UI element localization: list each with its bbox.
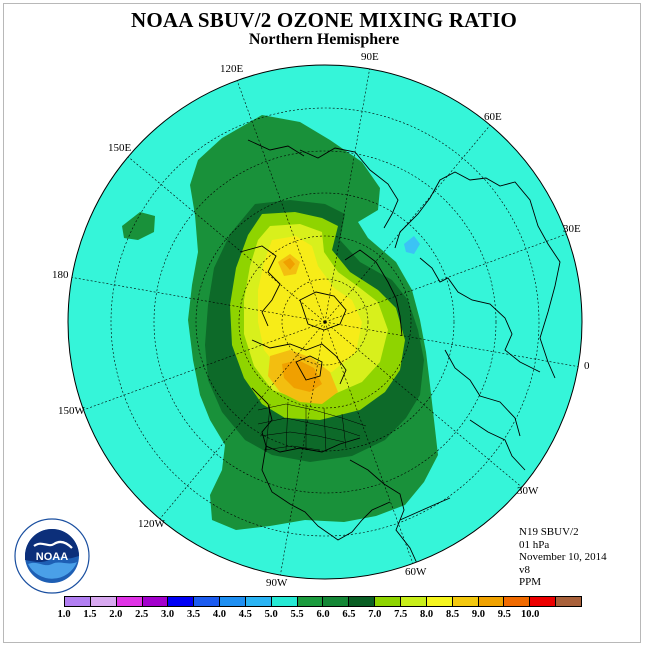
legend-tick-label: 7.5 xyxy=(394,609,408,620)
legend-ticks: 1.0 1.5 2.0 2.5 3.0 3.5 4.0 4.5 5.0 5.5 6.0 6.5 7.0 7… xyxy=(57,609,582,623)
lon-label-120w: 120W xyxy=(138,518,165,530)
legend-swatch xyxy=(530,597,557,606)
info-block: N19 SBUV/2 01 hPa November 10, 2014 v8 P… xyxy=(519,526,607,589)
legend-tick-label: 3.0 xyxy=(161,609,175,620)
meridian-line xyxy=(71,277,326,323)
logo-text: NOAA xyxy=(36,551,68,563)
meridian-line xyxy=(236,80,326,323)
map-boundary xyxy=(67,64,583,580)
legend-swatch xyxy=(245,597,272,606)
meridian-line xyxy=(324,68,370,323)
legend-tick-label: 9.5 xyxy=(497,609,511,620)
meridian-line xyxy=(127,156,326,323)
legend-tick-label: 5.5 xyxy=(290,609,304,620)
legend-tick-label: 6.5 xyxy=(342,609,356,620)
legend-swatch xyxy=(375,597,401,606)
legend-swatch xyxy=(194,597,221,606)
legend-tick-label: 8.5 xyxy=(445,609,460,620)
meridian-line xyxy=(324,321,414,564)
legend-tick-label: 7.0 xyxy=(368,609,382,620)
legend-tick-label: 3.5 xyxy=(186,609,201,620)
legend-swatch xyxy=(220,597,246,606)
legend-swatch xyxy=(478,597,505,606)
lon-label-30w: 30W xyxy=(517,485,539,497)
legend-swatch xyxy=(452,597,479,606)
us-grid xyxy=(257,401,367,453)
lon-label-90e: 90E xyxy=(361,51,379,63)
legend-tick-label: 1.0 xyxy=(57,609,71,620)
chart-subtitle: Northern Hemisphere xyxy=(248,31,400,48)
legend-swatch xyxy=(323,597,350,606)
legend-swatch xyxy=(400,597,427,606)
meridian-line xyxy=(324,321,579,367)
legend-swatch xyxy=(116,597,143,606)
units-label: PPM xyxy=(519,576,542,589)
lon-label-90w: 90W xyxy=(266,577,288,589)
date-label: November 10, 2014 xyxy=(519,551,607,564)
legend-swatch xyxy=(142,597,169,606)
figure-frame xyxy=(3,3,641,643)
legend-tick-label: 1.5 xyxy=(83,609,97,620)
legend-swatch xyxy=(556,597,581,606)
coastlines xyxy=(239,139,561,571)
meridian-line xyxy=(324,124,491,323)
meridians xyxy=(71,68,579,576)
legend-tick-label: 2.5 xyxy=(135,609,149,620)
lon-label-150w: 150W xyxy=(58,405,85,417)
legend-swatch xyxy=(349,597,376,606)
legend-tick-label: 8.0 xyxy=(420,609,434,620)
legend-tick-label: 6.0 xyxy=(316,609,330,620)
lon-label-150e: 150E xyxy=(108,142,132,154)
legend-swatch xyxy=(297,597,324,606)
legend-tick-label: 4.0 xyxy=(212,609,226,620)
meridian-line xyxy=(324,321,523,488)
legend-swatch xyxy=(271,597,298,606)
legend-tick-label: 9.0 xyxy=(471,609,485,620)
meridian-line xyxy=(83,321,326,411)
chart-title: NOAA SBUV/2 OZONE MIXING RATIO xyxy=(131,8,517,32)
legend-swatch xyxy=(504,597,531,606)
legend-tick-label: 10.0 xyxy=(521,609,540,620)
legend-swatch xyxy=(426,597,453,606)
meridian-line xyxy=(280,321,326,576)
ozone-band-8-5-north xyxy=(283,258,295,270)
lon-label-60w: 60W xyxy=(405,566,427,578)
lon-label-120e: 120E xyxy=(220,63,244,75)
legend-swatch xyxy=(65,597,91,606)
ozone-band-5-5-island xyxy=(122,212,155,240)
noaa-logo: NOAA xyxy=(14,518,90,594)
meridian-line xyxy=(159,321,326,520)
instrument-label: N19 SBUV/2 xyxy=(519,526,579,538)
legend-swatch xyxy=(168,597,195,606)
color-legend xyxy=(64,596,582,607)
ozone-low-patch xyxy=(404,236,420,254)
legend-tick-label: 2.0 xyxy=(109,609,123,620)
level-label: 01 hPa xyxy=(519,538,550,551)
lon-label-30e: 30E xyxy=(563,223,581,235)
lon-label-180: 180 xyxy=(52,269,69,281)
version-label: v8 xyxy=(519,563,530,576)
lon-label-0: 0 xyxy=(584,360,590,372)
latitude-circles xyxy=(110,107,540,537)
legend-tick-label: 5.0 xyxy=(264,609,278,620)
meridian-line xyxy=(324,233,567,323)
ozone-band-8-5-west xyxy=(282,360,322,392)
legend-tick-label: 4.5 xyxy=(238,609,252,620)
legend-swatch xyxy=(90,597,117,606)
lon-label-60e: 60E xyxy=(484,111,502,123)
